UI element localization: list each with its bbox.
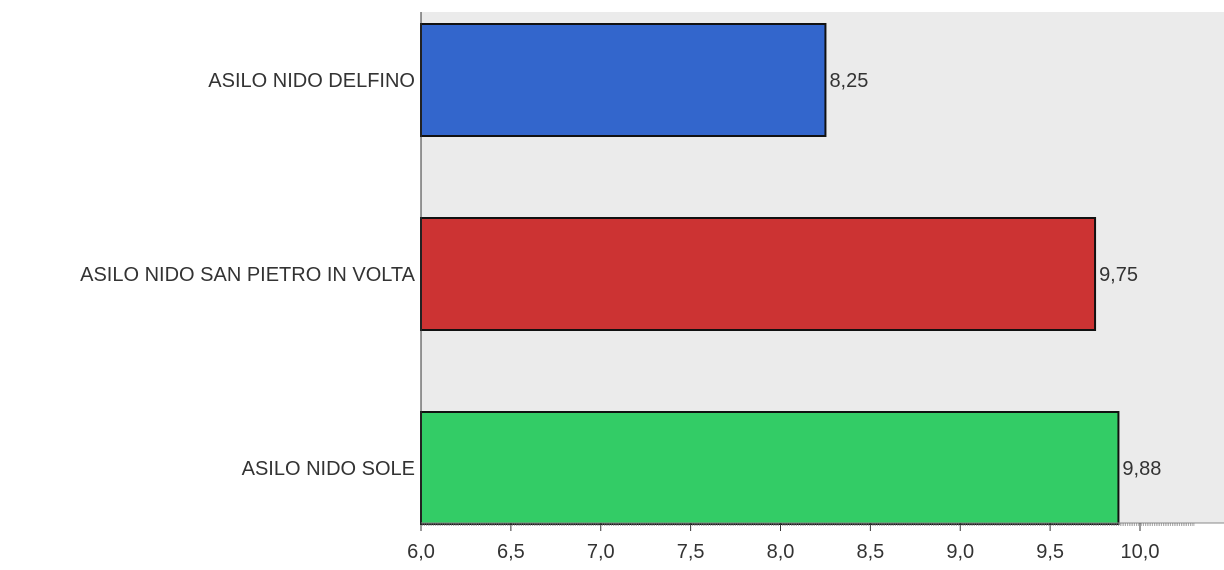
bar-value-label-2: 9,75 (1099, 264, 1138, 286)
category-label-3: ASILO NIDO SOLE (242, 458, 415, 480)
bar-value-label-1: 8,25 (829, 70, 868, 92)
x-tick-label-7: 9,0 (946, 541, 974, 563)
x-tick-label-8: 9,5 (1036, 541, 1064, 563)
x-tick-label-1: 6,0 (407, 541, 435, 563)
category-label-2: ASILO NIDO SAN PIETRO IN VOLTA (80, 264, 416, 286)
x-tick-label-5: 8,0 (767, 541, 795, 563)
x-tick-label-9: 10,0 (1121, 541, 1160, 563)
bar-3 (420, 411, 1120, 525)
x-axis: 6,0 6,5 7,0 7,5 8,0 8,5 9,0 9,5 10,0 (407, 12, 1224, 563)
x-tick-label-6: 8,5 (856, 541, 884, 563)
x-tick-label-2: 6,5 (497, 541, 525, 563)
category-label-1: ASILO NIDO DELFINO (208, 70, 415, 92)
x-tick-label-4: 7,5 (677, 541, 705, 563)
bar-1 (420, 23, 827, 137)
category-labels: ASILO NIDO DELFINO ASILO NIDO SAN PIETRO … (80, 70, 416, 480)
bar-value-label-3: 9,88 (1122, 458, 1161, 480)
bar-2 (420, 217, 1097, 331)
bars-layer: 8,25 9,75 9,88 (420, 23, 1161, 525)
x-tick-label-3: 7,0 (587, 541, 615, 563)
